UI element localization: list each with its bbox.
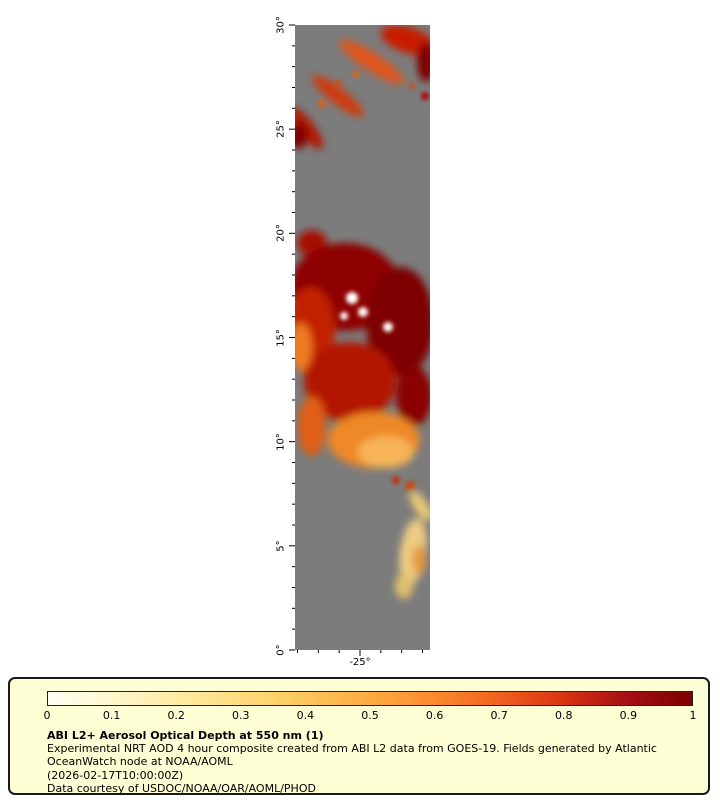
colorbar-tick: 0.8: [555, 709, 573, 722]
colorbar-tick: 0.1: [103, 709, 121, 722]
figure-description: Experimental NRT AOD 4 hour composite cr…: [47, 742, 695, 768]
colorbar-tick: 0.5: [361, 709, 379, 722]
lat-tick-label: 30°: [276, 16, 287, 34]
colorbar-tick: 0.7: [490, 709, 508, 722]
colorbar-tick: 0: [44, 709, 51, 722]
figure-timestamp: (2026-02-17T10:00:00Z): [47, 769, 708, 782]
lat-tick-label: 20°: [276, 224, 287, 242]
colorbar-tick: 0.2: [167, 709, 185, 722]
figure-title: ABI L2+ Aerosol Optical Depth at 550 nm …: [47, 729, 708, 742]
aod-figure: 30° 25° 20° 15° 10° 5° 0° -25° 0 0.1 0.2…: [0, 0, 720, 800]
colorbar-tick: 0.3: [232, 709, 250, 722]
lat-tick-label: 0°: [276, 644, 287, 655]
colorbar-tick-labels: 0 0.1 0.2 0.3 0.4 0.5 0.6 0.7 0.8 0.9 1: [47, 709, 693, 724]
colorbar-tick: 0.4: [297, 709, 315, 722]
lat-tick-label: 15°: [276, 329, 287, 347]
colorbar-tick: 0.9: [620, 709, 638, 722]
figure-courtesy: Data courtesy of USDOC/NOAA/OAR/AOML/PHO…: [47, 782, 708, 795]
lat-tick-label: 5°: [276, 540, 287, 551]
lon-tick-label: -25°: [349, 657, 370, 668]
colorbar: [47, 691, 693, 706]
lat-tick-label: 25°: [276, 120, 287, 138]
lat-tick-label: 10°: [276, 433, 287, 451]
legend-text-block: ABI L2+ Aerosol Optical Depth at 550 nm …: [47, 729, 708, 795]
colorbar-tick: 1: [690, 709, 697, 722]
colorbar-tick: 0.6: [426, 709, 444, 722]
legend-box: 0 0.1 0.2 0.3 0.4 0.5 0.6 0.7 0.8 0.9 1 …: [8, 677, 710, 795]
